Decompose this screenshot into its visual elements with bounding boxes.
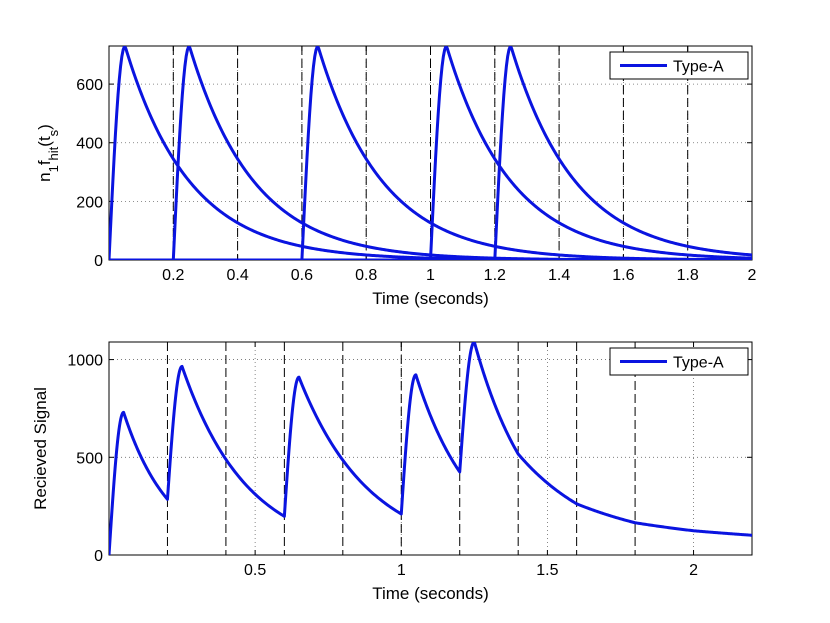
x-tick-label: 0.4 xyxy=(226,267,248,284)
y-axis-label: Recieved Signal xyxy=(31,387,50,510)
x-axis-label: Time (seconds) xyxy=(372,584,489,603)
x-tick-label: 1.4 xyxy=(548,267,570,284)
y-tick-label: 600 xyxy=(76,77,103,94)
x-tick-label: 1.8 xyxy=(677,267,699,284)
series-line-4 xyxy=(109,46,752,260)
y-tick-label: 500 xyxy=(76,450,103,467)
legend: Type-A xyxy=(609,51,749,80)
legend-entry: Type-A xyxy=(673,59,724,76)
legend: Type-A xyxy=(609,347,749,376)
x-tick-label: 2 xyxy=(748,267,757,284)
x-axis-label: Time (seconds) xyxy=(372,289,489,308)
x-tick-label: 0.2 xyxy=(162,267,184,284)
series-line-type-a xyxy=(109,342,752,555)
series-line-5 xyxy=(109,46,752,260)
y-axis-label: n1fhit(ts) xyxy=(35,124,61,182)
x-tick-label: 1.5 xyxy=(536,562,558,579)
y-tick-label: 400 xyxy=(76,136,103,153)
x-tick-label: 0.5 xyxy=(244,562,266,579)
x-tick-label: 0.6 xyxy=(291,267,313,284)
x-tick-label: 2 xyxy=(689,562,698,579)
x-tick-label: 1.2 xyxy=(484,267,506,284)
legend-entry: Type-A xyxy=(673,355,724,372)
series-line-3 xyxy=(109,46,752,260)
chart-1: 0.2 0.4 0.6 0.8 1 1.2 1.4 1.6 1.8 2 0 200 400 600 Time… xyxy=(35,45,757,308)
y-tick-label: 1000 xyxy=(67,353,103,370)
x-tick-label: 1 xyxy=(426,267,435,284)
y-tick-label: 200 xyxy=(76,194,103,211)
y-tick-label: 0 xyxy=(94,548,103,565)
chart-2: 0.5 1 1.5 2 0 500 1000 Time (seconds) Type-A Reci… xyxy=(31,341,753,603)
x-tick-label: 1.6 xyxy=(612,267,634,284)
y-tick-label: 0 xyxy=(94,253,103,270)
x-tick-label: 0.8 xyxy=(355,267,377,284)
plot-frame xyxy=(108,341,753,556)
x-tick-label: 1 xyxy=(397,562,406,579)
